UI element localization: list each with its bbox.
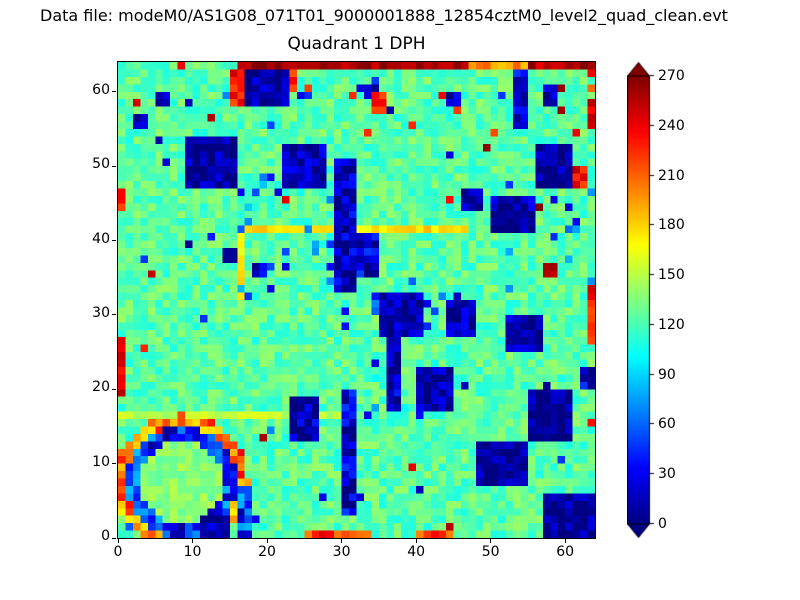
x-tick-label: 10	[183, 544, 202, 560]
colorbar	[627, 62, 655, 538]
x-tick-mark	[192, 539, 194, 543]
y-tick-mark	[112, 388, 116, 390]
colorbar-tick-label: 180	[658, 217, 685, 234]
colorbar-tick-label: 150	[658, 267, 685, 284]
x-tick-label: 40	[407, 544, 426, 560]
colorbar-tick-label: 240	[658, 117, 685, 134]
colorbar-tick-label: 210	[658, 167, 685, 184]
y-tick-label: 20	[92, 379, 110, 396]
plot-area	[117, 61, 596, 539]
y-tick-mark	[112, 165, 116, 167]
x-tick-mark	[266, 539, 268, 543]
colorbar-tick-label: 60	[658, 416, 676, 433]
y-tick-mark	[112, 537, 116, 539]
y-tick-mark	[112, 463, 116, 465]
x-tick-mark	[117, 539, 119, 543]
x-tick-mark	[341, 539, 343, 543]
y-tick-label: 40	[92, 230, 110, 247]
colorbar-tick-label: 90	[658, 366, 676, 383]
colorbar-tick-label: 120	[658, 316, 685, 333]
colorbar-tick-label: 30	[658, 466, 676, 483]
heatmap-canvas	[118, 62, 595, 538]
chart-title: Quadrant 1 DPH	[287, 34, 426, 54]
colorbar-tick-label: 270	[658, 68, 685, 84]
x-tick-label: 0	[113, 544, 123, 560]
y-tick-label: 60	[92, 81, 110, 98]
y-tick-mark	[112, 91, 116, 93]
y-tick-label: 0	[101, 528, 110, 544]
y-tick-label: 10	[92, 453, 110, 470]
y-tick-label: 50	[92, 156, 110, 173]
y-tick-mark	[112, 314, 116, 316]
x-tick-label: 20	[258, 544, 276, 560]
x-tick-label: 60	[556, 544, 575, 560]
x-tick-label: 50	[481, 544, 500, 560]
data-file-label: Data file: modeM0/AS1G08_071T01_90000018…	[40, 6, 728, 25]
x-tick-label: 30	[332, 544, 351, 560]
y-tick-label: 30	[92, 304, 110, 321]
x-tick-mark	[415, 539, 417, 543]
colorbar-tick-label: 0	[658, 516, 667, 532]
x-tick-mark	[490, 539, 492, 543]
y-tick-mark	[112, 240, 116, 241]
x-tick-mark	[564, 539, 566, 543]
